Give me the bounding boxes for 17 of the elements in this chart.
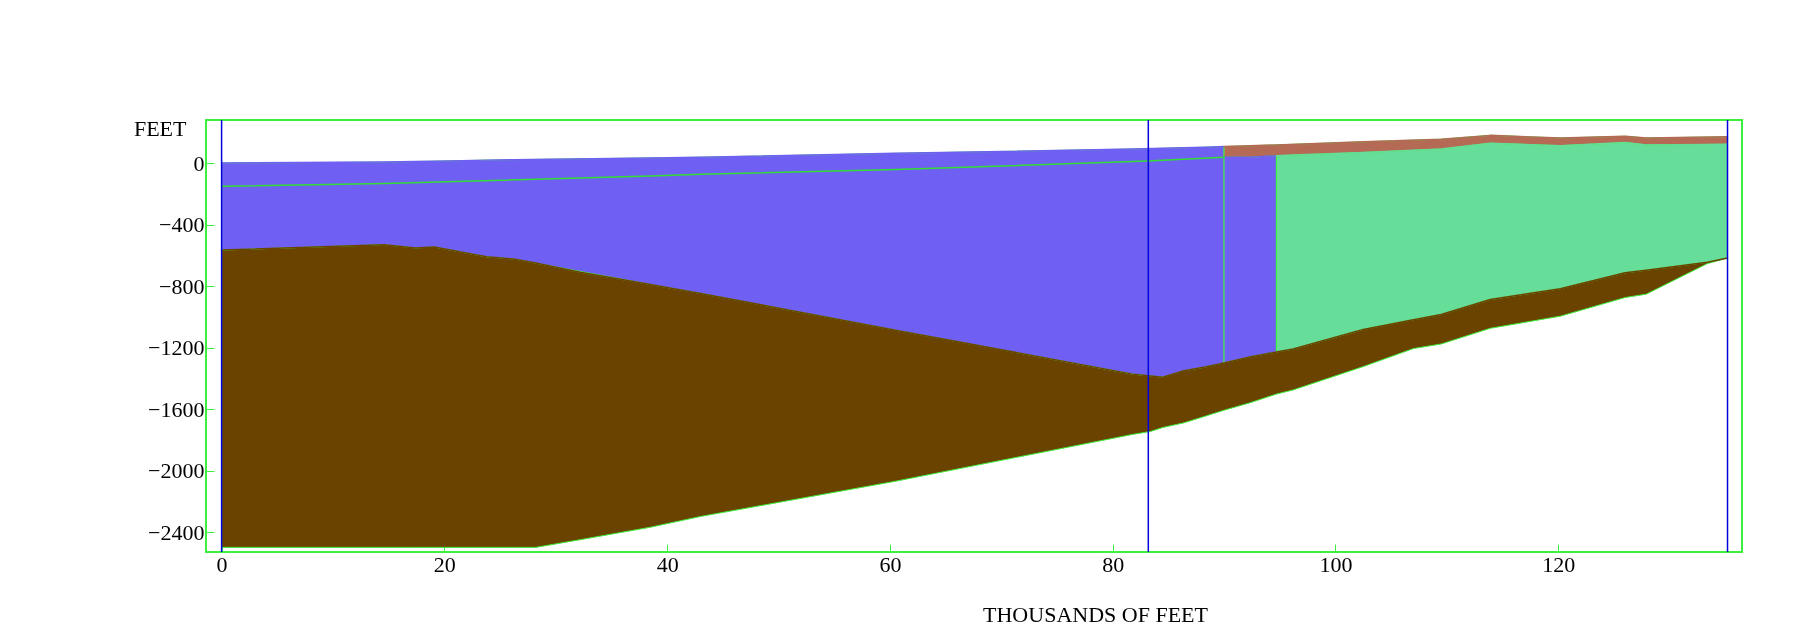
y-tick-label: −1600 <box>148 396 205 422</box>
y-tick-label: −2400 <box>148 519 205 545</box>
x-axis-title: THOUSANDS OF FEET <box>983 601 1209 626</box>
x-tick-label: 80 <box>1102 551 1125 577</box>
x-tick-label: 20 <box>433 551 456 577</box>
x-tick-label: 40 <box>656 551 679 577</box>
y-tick-label: 0 <box>193 150 205 176</box>
x-tick-label: 60 <box>879 551 902 577</box>
x-tick-label: 0 <box>216 551 228 577</box>
line-series <box>220 156 1225 188</box>
y-axis-title: FEET <box>133 115 188 141</box>
y-tick-label: −800 <box>159 273 205 299</box>
y-tick-label: −1200 <box>148 335 205 361</box>
y-tick-label: −400 <box>159 212 205 238</box>
x-tick-label: 100 <box>1319 551 1353 577</box>
x-tick-label: 120 <box>1542 551 1576 577</box>
y-tick-label: −2000 <box>148 458 205 484</box>
